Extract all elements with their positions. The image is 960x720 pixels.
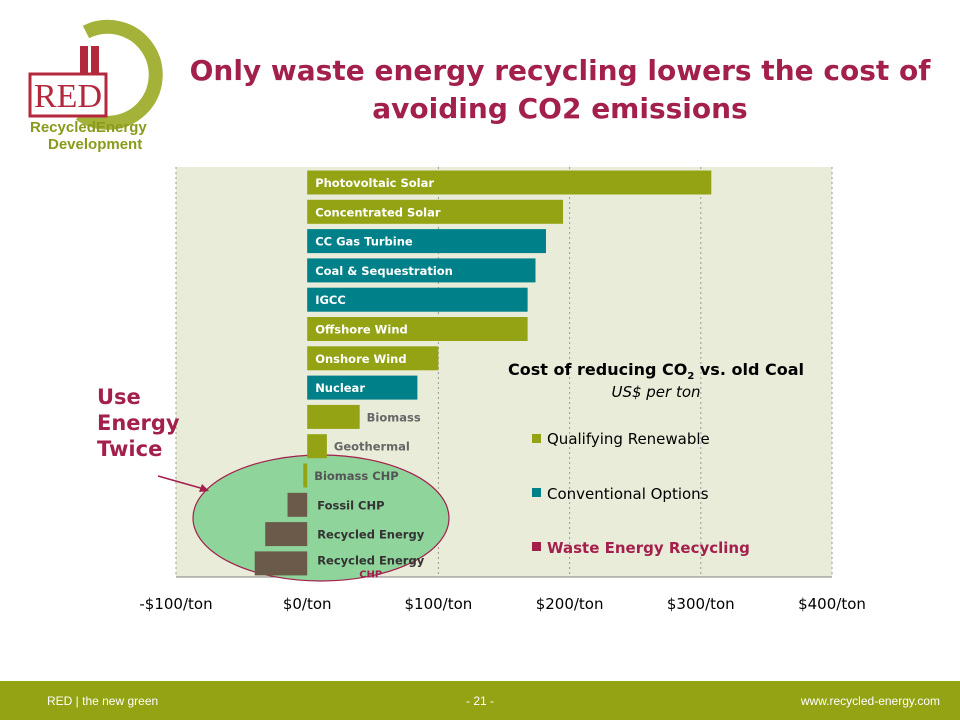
footer-bar: RED | the new green - 21 - www.recycled-…	[0, 681, 960, 720]
x-tick-label: $0/ton	[283, 595, 332, 613]
bar	[287, 492, 308, 517]
bar	[307, 346, 439, 371]
legend: Cost of reducing CO2 vs. old Coal US$ pe…	[508, 360, 804, 557]
x-tick-label: $200/ton	[536, 595, 604, 613]
bar-label-line: Recycled Energy	[317, 553, 425, 567]
bar	[307, 170, 712, 195]
logo-box	[28, 72, 108, 118]
x-tick-label: -$100/ton	[139, 595, 212, 613]
pointer-arrow-head	[199, 484, 209, 492]
bar	[307, 375, 418, 400]
bar	[307, 404, 360, 429]
bar-label-group: Photovoltaic Solar Concentrated Solar CC G…	[314, 176, 453, 580]
logo-ring	[75, 19, 163, 130]
bar	[307, 258, 536, 283]
bar-label: IGCC	[315, 293, 346, 307]
bar-label: Recycled Energy CHP	[317, 553, 425, 580]
company-logo: RED RecycledEnergy Development	[28, 19, 163, 153]
legend-item-conventional: Conventional Options	[547, 485, 709, 503]
legend-swatch-renewable	[532, 434, 541, 443]
logo-chimney	[91, 46, 99, 76]
x-tick-label: $100/ton	[405, 595, 473, 613]
slide-title: Only waste energy recycling lowers the c…	[189, 54, 931, 125]
bar-label: Biomass	[367, 410, 421, 424]
bar	[307, 199, 564, 224]
legend-subtitle: US$ per ton	[611, 383, 700, 401]
legend-swatch-conventional	[532, 488, 541, 497]
footer-page-number: - 21 -	[465, 694, 494, 708]
logo-mark: RED	[34, 78, 102, 115]
x-tick-label: $300/ton	[667, 595, 735, 613]
logo-line2: Development	[48, 136, 142, 153]
bar-label-line: CHP	[359, 569, 382, 580]
footer-website: www.recycled-energy.com	[800, 694, 940, 708]
bar-label: Nuclear	[315, 381, 365, 395]
pointer-arrow-line	[157, 475, 205, 490]
bar-label: Biomass CHP	[314, 469, 399, 483]
bar	[307, 317, 528, 341]
bar-label: Coal & Sequestration	[315, 264, 453, 278]
bar	[307, 229, 546, 254]
bar-label: Offshore Wind	[315, 323, 408, 337]
bar-label: Photovoltaic Solar	[315, 176, 434, 190]
bar-label: Concentrated Solar	[315, 205, 441, 219]
legend-swatch-recycling	[532, 542, 541, 551]
legend-item-renewable: Qualifying Renewable	[547, 430, 710, 448]
x-axis-ticks: -$100/ton $0/ton $100/ton $200/ton $300/ton $…	[139, 595, 866, 613]
bar	[307, 434, 327, 459]
use-energy-twice-label: Use Energy Twice	[97, 385, 180, 461]
x-tick-label: $400/ton	[798, 595, 866, 613]
bar-label: Fossil CHP	[317, 498, 384, 512]
bar	[265, 522, 308, 547]
logo-chimney	[80, 46, 88, 76]
legend-title-prefix: Cost of reducing CO	[508, 360, 687, 379]
legend-title-sub: 2	[687, 371, 694, 382]
logo-line1: RecycledEnergy	[30, 119, 147, 136]
bar-label: Recycled Energy	[317, 528, 425, 542]
bar-group	[254, 170, 712, 576]
bar	[307, 287, 528, 312]
legend-item-recycling: Waste Energy Recycling	[547, 539, 750, 557]
bar	[254, 551, 308, 576]
bar-label: Geothermal	[334, 440, 410, 454]
bar	[303, 463, 308, 488]
bar-label: Onshore Wind	[315, 352, 406, 366]
legend-title: Cost of reducing CO2 vs. old Coal	[508, 360, 804, 382]
footer-left-text: RED | the new green	[47, 694, 159, 708]
legend-title-suffix: vs. old Coal	[694, 360, 804, 379]
bar-label: CC Gas Turbine	[315, 235, 413, 249]
